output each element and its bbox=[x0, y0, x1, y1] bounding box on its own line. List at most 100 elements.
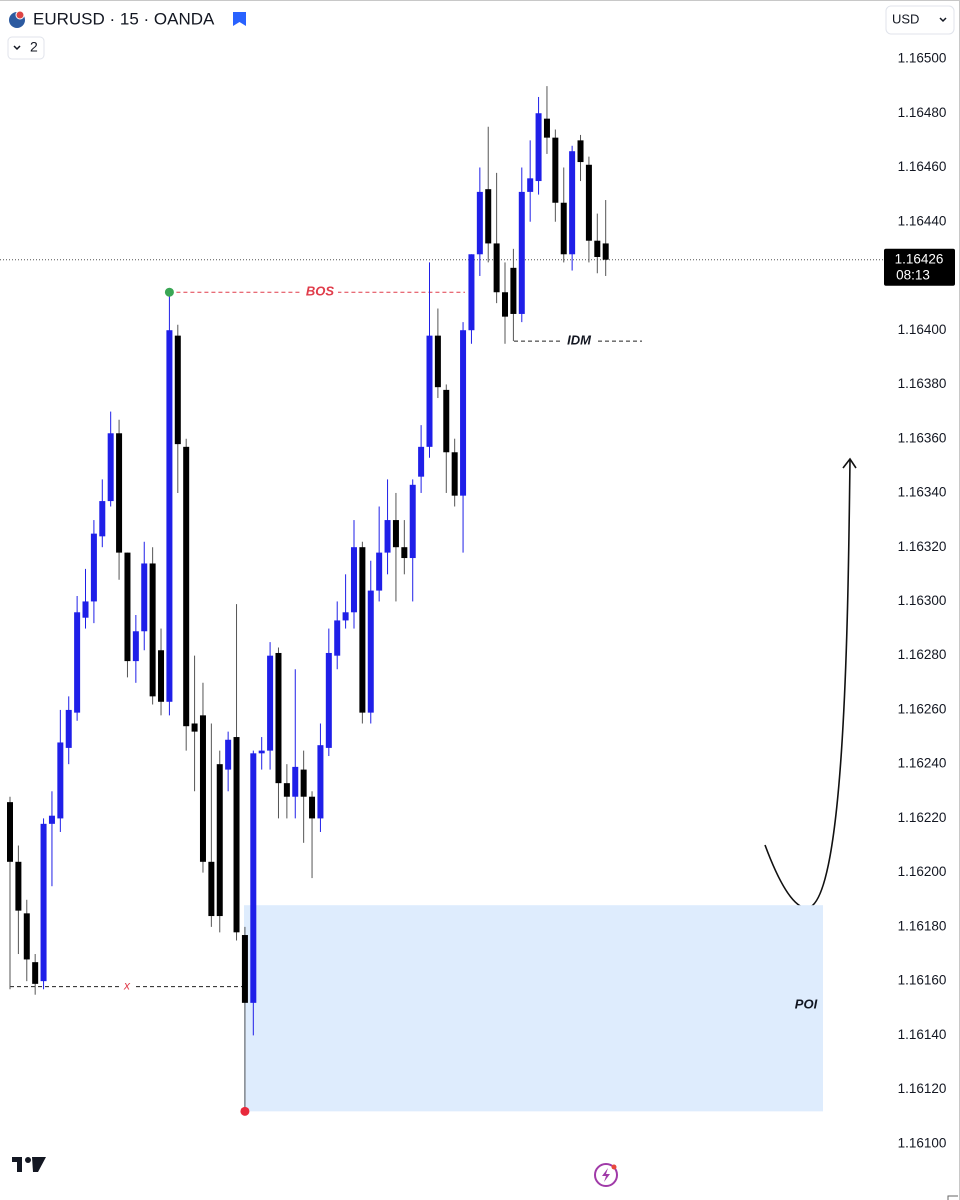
candle-body bbox=[124, 552, 131, 662]
tradingview-logo bbox=[12, 1157, 46, 1172]
candle-body bbox=[502, 292, 509, 317]
projection-curve bbox=[764, 459, 851, 909]
candle-body bbox=[250, 753, 257, 1003]
y-tick-label: 1.16480 bbox=[898, 105, 947, 120]
symbol-title: EURUSD · 15 · OANDA bbox=[33, 9, 215, 28]
label-bg bbox=[561, 333, 597, 350]
candle-body bbox=[65, 709, 72, 748]
candle-body bbox=[317, 745, 324, 819]
candle-body bbox=[292, 766, 299, 797]
candle-body bbox=[23, 913, 30, 960]
candle-body bbox=[74, 612, 81, 713]
candle-body bbox=[107, 433, 114, 502]
candle-body bbox=[535, 113, 542, 182]
candle-body bbox=[116, 433, 123, 553]
candle-body bbox=[258, 750, 265, 754]
y-tick-label: 1.16260 bbox=[898, 701, 947, 716]
countdown: 08:13 bbox=[896, 267, 930, 282]
bos-label: BOS bbox=[306, 284, 335, 299]
candle-body bbox=[132, 631, 139, 662]
candle-body bbox=[99, 501, 106, 537]
candle-body bbox=[82, 601, 89, 618]
candle-body bbox=[602, 243, 609, 260]
candle-body bbox=[426, 335, 433, 447]
chevron bbox=[13, 45, 21, 51]
y-tick-label: 1.16100 bbox=[898, 1135, 947, 1150]
layout-button[interactable] bbox=[7, 36, 45, 60]
y-tick-label: 1.16160 bbox=[898, 973, 947, 988]
candle-body bbox=[225, 739, 232, 770]
candle-body bbox=[57, 742, 64, 819]
candle-body bbox=[376, 552, 383, 591]
last-price-label: 1.16426 bbox=[895, 251, 944, 266]
candle-body bbox=[275, 652, 282, 784]
currency: USD bbox=[892, 11, 919, 26]
candle-body bbox=[90, 533, 97, 602]
idm-label: IDM bbox=[567, 333, 592, 348]
candle-body bbox=[476, 191, 483, 255]
y-tick-label: 1.16280 bbox=[898, 647, 947, 662]
candle-body bbox=[594, 240, 601, 257]
currency-button[interactable] bbox=[885, 5, 955, 35]
candle-body bbox=[7, 802, 13, 862]
candle-body bbox=[208, 861, 215, 917]
label-bg bbox=[302, 284, 338, 301]
candle-body bbox=[350, 547, 357, 613]
candle-body bbox=[241, 935, 248, 1003]
y-tick-label: 1.16240 bbox=[898, 756, 947, 771]
y-tick-label: 1.16320 bbox=[898, 539, 947, 554]
candle-body bbox=[434, 335, 441, 388]
y-tick-label: 1.16120 bbox=[898, 1081, 947, 1096]
candle-body bbox=[199, 715, 206, 862]
swing-low-dot bbox=[240, 1106, 250, 1116]
y-tick-label: 1.16360 bbox=[898, 430, 947, 445]
candle-body bbox=[468, 254, 475, 331]
y-tick-label: 1.16500 bbox=[898, 51, 947, 66]
candle-body bbox=[367, 590, 374, 713]
candle-body bbox=[149, 563, 156, 697]
y-tick-label: 1.16380 bbox=[898, 376, 947, 391]
y-tick-label: 1.16440 bbox=[898, 213, 947, 228]
candle-body bbox=[334, 620, 341, 656]
candle-body bbox=[443, 389, 450, 453]
candle-body bbox=[552, 137, 559, 203]
candle-body bbox=[158, 650, 165, 702]
poi-zone bbox=[244, 905, 823, 1112]
candle-body bbox=[485, 189, 492, 244]
candle-body bbox=[543, 118, 550, 138]
candle-body bbox=[300, 769, 307, 797]
poi-label: POI bbox=[795, 997, 818, 1012]
candle-body bbox=[325, 652, 332, 748]
last-price-tag bbox=[884, 248, 955, 286]
y-tick-label: 1.16140 bbox=[898, 1027, 947, 1042]
flash-icon[interactable] bbox=[594, 1163, 618, 1187]
y-tick-label: 1.16220 bbox=[898, 810, 947, 825]
candle-body bbox=[183, 446, 190, 727]
candle-body bbox=[560, 202, 567, 255]
candle-body bbox=[418, 446, 425, 477]
y-tick-label: 1.16460 bbox=[898, 159, 947, 174]
swing-high-dot bbox=[164, 287, 174, 297]
candle-body bbox=[510, 267, 517, 314]
y-tick-label: 1.16340 bbox=[898, 485, 947, 500]
candle-body bbox=[401, 547, 408, 559]
candle-body bbox=[409, 484, 416, 559]
candle-body bbox=[309, 796, 316, 819]
y-tick-label: 1.16200 bbox=[898, 864, 947, 879]
candle-body bbox=[174, 335, 181, 445]
candle-body bbox=[216, 764, 223, 917]
candle-body bbox=[577, 140, 584, 163]
corner-mark bbox=[947, 1195, 958, 1200]
candle-body bbox=[32, 962, 39, 984]
chevron bbox=[939, 17, 947, 23]
candle-body bbox=[585, 164, 592, 241]
candle-body bbox=[359, 547, 366, 713]
y-tick-label: 1.16400 bbox=[898, 322, 947, 337]
candle-body bbox=[392, 520, 399, 548]
candle-body bbox=[166, 330, 173, 702]
y-tick-label: 1.16300 bbox=[898, 593, 947, 608]
candle-body bbox=[527, 178, 534, 192]
candle-body bbox=[48, 815, 55, 824]
